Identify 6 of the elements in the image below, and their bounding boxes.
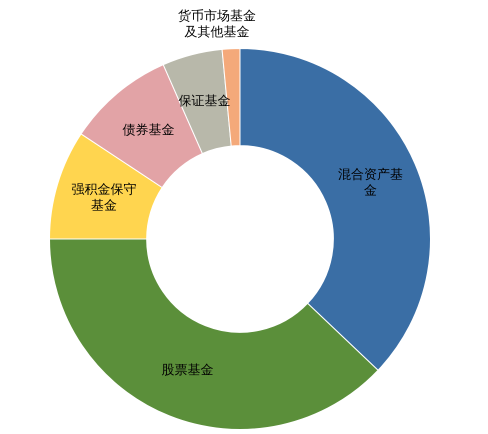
slice-label: 货币市场基金及其他基金 — [178, 9, 256, 40]
slice-label: 强积金保守基金 — [72, 182, 137, 214]
slice-label: 股票基金 — [161, 363, 214, 378]
slice-label: 债券基金 — [122, 122, 175, 138]
slice-label: 混合资产基金 — [338, 167, 403, 198]
slice-label: 保证基金 — [178, 94, 230, 110]
